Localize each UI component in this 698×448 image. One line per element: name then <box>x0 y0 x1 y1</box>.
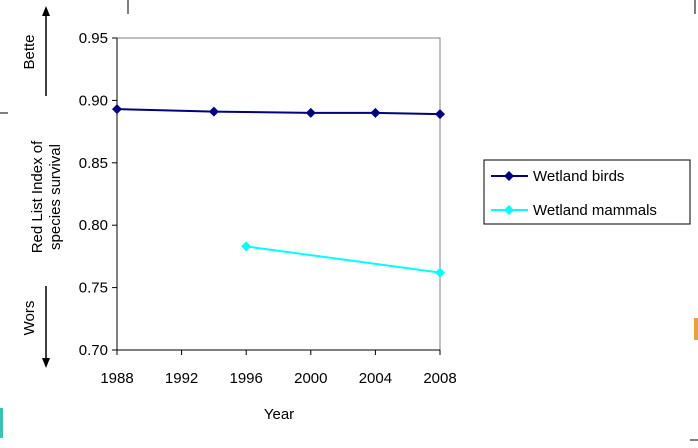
data-point-wetland-birds <box>208 106 219 117</box>
series-layer <box>112 104 445 278</box>
x-tick-label: 2000 <box>294 370 327 387</box>
x-tick-label: 1988 <box>100 370 133 387</box>
y-tick-label: 0.70 <box>79 342 108 359</box>
data-point-wetland-birds <box>370 107 381 118</box>
data-point-wetland-birds <box>112 104 122 115</box>
x-tick-label: 2008 <box>423 370 456 387</box>
y-tick-label: 0.75 <box>79 280 108 297</box>
legend-box <box>483 159 691 225</box>
data-point-wetland-mammals <box>435 267 445 278</box>
legend-label-wetland-birds: Wetland birds <box>533 168 624 185</box>
worse-arrow-head <box>42 358 50 368</box>
data-point-wetland-mammals <box>241 241 252 252</box>
decorative-orange-mark <box>694 318 698 340</box>
y-tick-label: 0.85 <box>79 155 108 172</box>
data-point-wetland-birds <box>435 109 445 120</box>
worse-label: Wors <box>21 301 38 336</box>
x-tick-label: 2004 <box>359 370 392 387</box>
x-axis-label: Year <box>264 406 294 423</box>
legend-marker-wetland-mammals <box>504 205 514 215</box>
x-tick-label: 1992 <box>165 370 198 387</box>
y-axis-title: Red List Index of species survival <box>29 140 64 253</box>
y-tick-label: 0.90 <box>79 92 108 109</box>
y-tick-label: 0.95 <box>79 30 108 47</box>
data-point-wetland-birds <box>305 107 316 118</box>
x-tick-label: 1996 <box>230 370 263 387</box>
legend-marker-wetland-birds <box>504 171 514 181</box>
legend: Wetland birds Wetland mammals <box>483 159 691 225</box>
series-line-wetland-mammals <box>246 245 441 274</box>
better-label: Bette <box>21 34 38 69</box>
legend-label-wetland-mammals: Wetland mammals <box>533 202 657 219</box>
y-tick-label: 0.80 <box>79 217 108 234</box>
axes: 0.70 0.75 0.80 0.85 0.90 0.95 1988 1992 1996 2000… <box>79 30 457 387</box>
y-axis-label-line1: Red List Index of <box>29 140 46 253</box>
decorative-teal-mark <box>0 408 3 438</box>
y-axis-label-line2: species survival <box>47 144 64 250</box>
plot-area <box>116 37 441 351</box>
better-arrow-head <box>42 6 50 16</box>
